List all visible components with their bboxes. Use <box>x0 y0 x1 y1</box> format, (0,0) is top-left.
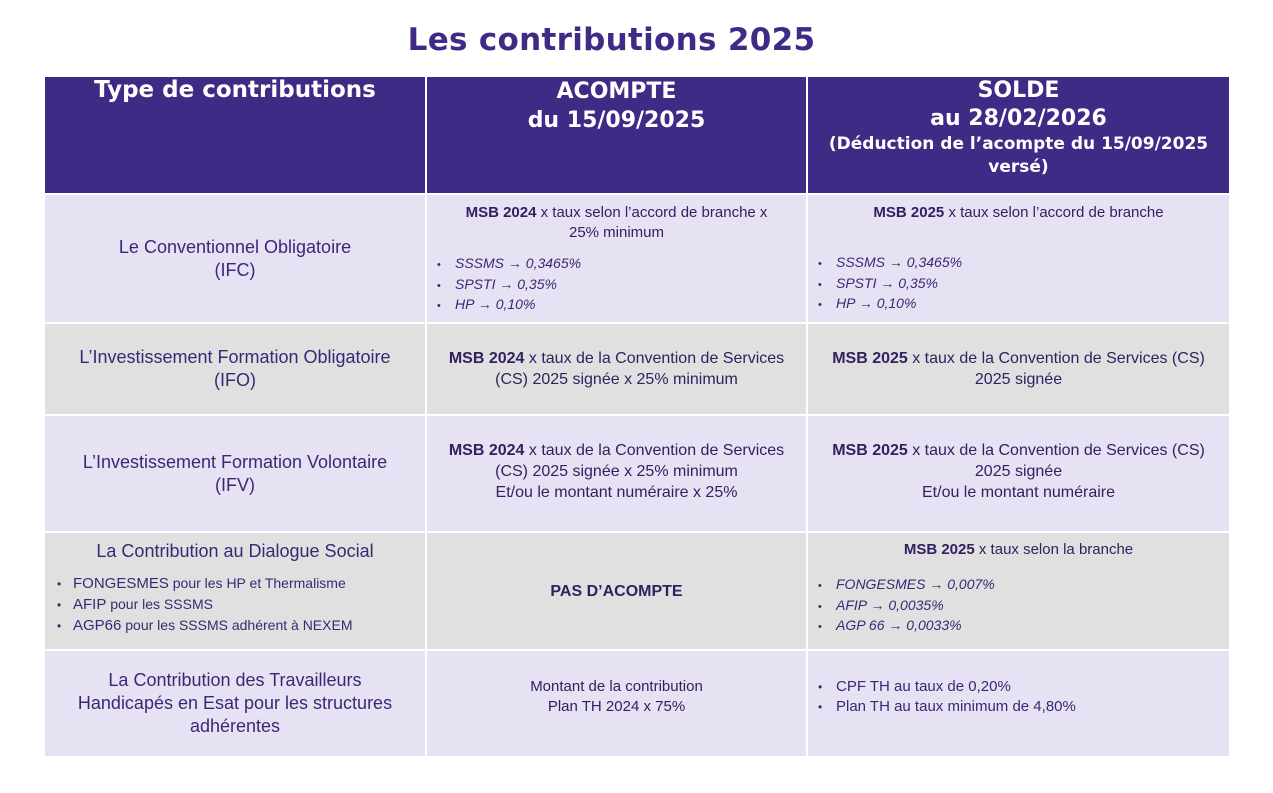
dialogue-social-list: FONGESMES pour les HP et Thermalisme AFI… <box>45 573 425 636</box>
page-title: Les contributions 2025 <box>407 22 816 58</box>
row-solde: CPF TH au taux de 0,20% Plan TH au taux … <box>806 649 1231 758</box>
header-solde: SOLDE au 28/02/2026 (Déduction de l’acom… <box>806 75 1231 195</box>
row-type: L’Investissement Formation Obligatoire (… <box>43 322 427 416</box>
row-type: Le Conventionnel Obligatoire (IFC) <box>43 193 427 324</box>
list-item: SPSTI → 0,35% <box>437 275 806 296</box>
no-deposit-label: PAS D’ACOMPTE <box>550 582 683 600</box>
list-item: HP → 0,10% <box>818 294 1229 315</box>
row-type: La Contribution au Dialogue Social FONGE… <box>43 531 427 651</box>
solde-rate-list: FONGESMES → 0,007% AFIP → 0,0035% AGP 66… <box>808 575 1229 637</box>
list-item: HP → 0,10% <box>437 295 806 316</box>
row-acompte: MSB 2024 x taux de la Convention de Serv… <box>425 322 808 416</box>
list-item: AFIP pour les SSSMS <box>57 594 425 615</box>
list-item: CPF TH au taux de 0,20% <box>818 677 1229 697</box>
list-item: AGP66 pour les SSSMS adhérent à NEXEM <box>57 615 425 636</box>
row-acompte: Montant de la contribution Plan TH 2024 … <box>425 649 808 758</box>
list-item: FONGESMES → 0,007% <box>818 575 1229 596</box>
list-item: SPSTI → 0,35% <box>818 274 1229 295</box>
header-type: Type de contributions <box>43 75 427 195</box>
table-row: L’Investissement Formation Volontaire (I… <box>43 414 1231 533</box>
row-type: La Contribution des Travailleurs Handica… <box>43 649 427 758</box>
table-header-row: Type de contributions ACOMPTE du 15/09/2… <box>43 75 1231 195</box>
row-solde: MSB 2025 x taux de la Convention de Serv… <box>806 414 1231 533</box>
table-row: La Contribution au Dialogue Social FONGE… <box>43 531 1231 651</box>
table-row: La Contribution des Travailleurs Handica… <box>43 649 1231 758</box>
contributions-table: Type de contributions ACOMPTE du 15/09/2… <box>43 75 1231 758</box>
row-solde: MSB 2025 x taux de la Convention de Serv… <box>806 322 1231 416</box>
row-acompte: MSB 2024 x taux de la Convention de Serv… <box>425 414 808 533</box>
list-item: AGP 66 → 0,0033% <box>818 616 1229 637</box>
list-item: SSSMS → 0,3465% <box>437 254 806 275</box>
row-solde: MSB 2025 x taux selon l’accord de branch… <box>806 193 1231 324</box>
header-acompte: ACOMPTE du 15/09/2025 <box>425 75 808 195</box>
row-acompte: PAS D’ACOMPTE <box>425 531 808 651</box>
row-acompte: MSB 2024 x taux selon l’accord de branch… <box>425 193 808 324</box>
solde-rate-list: SSSMS → 0,3465% SPSTI → 0,35% HP → 0,10% <box>808 253 1229 315</box>
row-solde: MSB 2025 x taux selon la branche FONGESM… <box>806 531 1231 651</box>
row-type: L’Investissement Formation Volontaire (I… <box>43 414 427 533</box>
acompte-rate-list: SSSMS → 0,3465% SPSTI → 0,35% HP → 0,10% <box>427 254 806 316</box>
list-item: Plan TH au taux minimum de 4,80% <box>818 697 1229 717</box>
list-item: FONGESMES pour les HP et Thermalisme <box>57 573 425 594</box>
table-row: Le Conventionnel Obligatoire (IFC) MSB 2… <box>43 193 1231 324</box>
table-row: L’Investissement Formation Obligatoire (… <box>43 322 1231 416</box>
list-item: AFIP → 0,0035% <box>818 596 1229 617</box>
list-item: SSSMS → 0,3465% <box>818 253 1229 274</box>
solde-plan-list: CPF TH au taux de 0,20% Plan TH au taux … <box>808 677 1229 717</box>
